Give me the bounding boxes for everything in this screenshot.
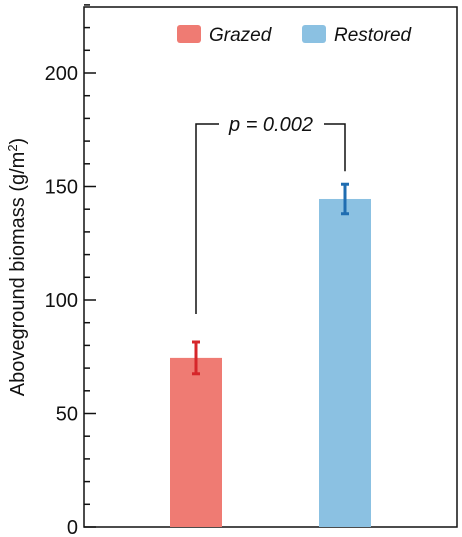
y-tick-label: 0 (67, 517, 78, 537)
error-bar-grazed (192, 340, 200, 376)
bar-restored (319, 198, 371, 528)
legend-swatch-grazed (177, 25, 201, 43)
y-tick-label: 50 (56, 404, 78, 426)
bar-grazed (170, 357, 222, 527)
y-tick-label: 150 (45, 177, 78, 199)
bars (170, 182, 371, 528)
plot-frame (83, 6, 458, 528)
legend-label-restored: Restored (334, 25, 413, 46)
y-tick-label: 100 (45, 290, 78, 312)
significance-annotation: p = 0.002 (195, 114, 346, 314)
error-bar-restored (341, 182, 349, 216)
y-tick-label: 200 (45, 63, 78, 85)
significance-bracket (195, 123, 346, 314)
legend: Grazed Restored (177, 25, 413, 46)
y-axis-label: Aboveground biomass (g/m2) (5, 138, 29, 396)
legend-label-grazed: Grazed (209, 25, 273, 46)
y-axis: 0 50 100 150 200 (45, 4, 96, 537)
p-value-label: p = 0.002 (228, 114, 313, 136)
legend-swatch-restored (302, 25, 326, 43)
